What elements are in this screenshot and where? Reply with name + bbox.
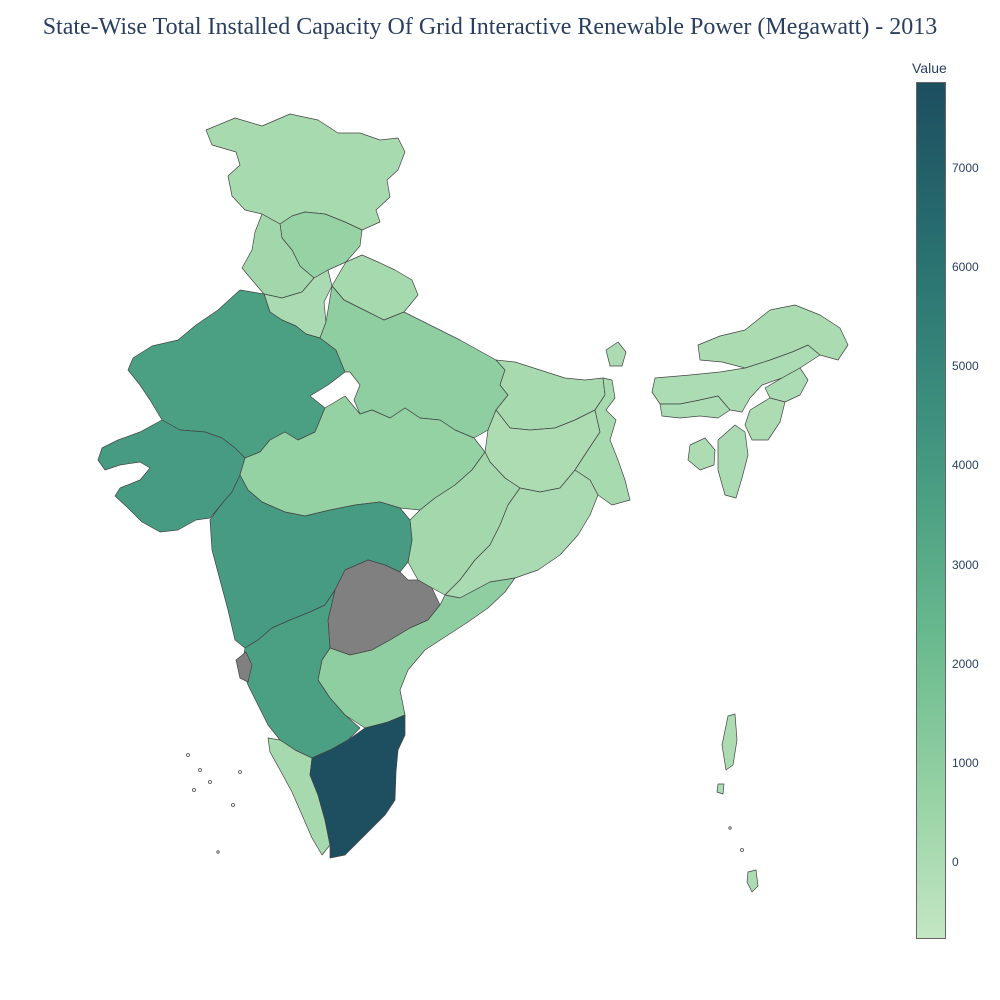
chart-title: State-Wise Total Installed Capacity Of G… (42, 14, 938, 40)
state-gujarat[interactable] (97, 419, 246, 533)
colorbar-tick-0: 0 (952, 855, 959, 869)
state-arunachal-pradesh[interactable] (697, 304, 849, 369)
state-odisha[interactable] (444, 469, 599, 599)
state-tamil-nadu[interactable] (309, 714, 406, 859)
colorbar-tick-5000: 5000 (952, 359, 979, 373)
minor-islands (186, 753, 744, 854)
colorbar-tick-1000: 1000 (952, 756, 979, 770)
state-andaman-and-nicobar-islands[interactable] (716, 713, 759, 893)
state-sikkim[interactable] (605, 341, 627, 367)
colorbar-tick-7000: 7000 (952, 161, 979, 175)
colorbar-tick-4000: 4000 (952, 458, 979, 472)
state-karnataka[interactable] (241, 589, 361, 759)
state-mizoram[interactable] (717, 424, 749, 499)
state-west-bengal[interactable] (574, 377, 631, 506)
state-manipur[interactable] (744, 397, 786, 441)
colorbar (916, 82, 946, 939)
state-meghalaya[interactable] (659, 395, 731, 419)
state-jammu-and-kashmir[interactable] (205, 113, 406, 231)
colorbar-title: Value (912, 60, 947, 76)
state-nagaland[interactable] (764, 367, 809, 403)
colorbar-tick-3000: 3000 (952, 558, 979, 572)
state-tripura[interactable] (687, 437, 716, 471)
colorbar-tick-6000: 6000 (952, 260, 979, 274)
colorbar-tick-2000: 2000 (952, 657, 979, 671)
state-goa[interactable] (235, 651, 253, 683)
